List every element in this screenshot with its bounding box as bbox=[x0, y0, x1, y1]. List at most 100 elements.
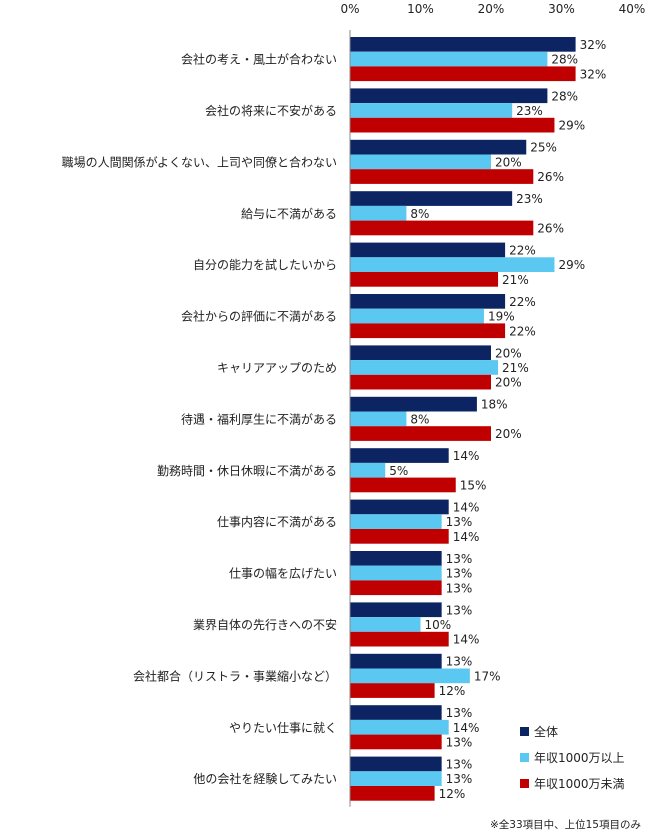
data-label: 13% bbox=[446, 515, 473, 529]
category-label: 勤務時間・休日休暇に不満がある bbox=[157, 463, 337, 478]
bar bbox=[350, 499, 449, 515]
data-label: 21% bbox=[502, 361, 529, 375]
data-label: 19% bbox=[488, 310, 515, 324]
category-label: 他の会社を経験してみたい bbox=[193, 771, 337, 786]
bar bbox=[350, 139, 527, 155]
x-tick-label: 10% bbox=[407, 2, 434, 16]
data-label: 10% bbox=[425, 618, 452, 632]
bar bbox=[350, 756, 442, 772]
bar bbox=[350, 653, 442, 669]
data-label: 12% bbox=[439, 787, 466, 801]
category-label: 待遇・福利厚生に不満がある bbox=[181, 411, 337, 426]
x-tick-label: 20% bbox=[478, 2, 505, 16]
data-label: 13% bbox=[446, 757, 473, 771]
data-label: 5% bbox=[389, 464, 408, 478]
data-label: 29% bbox=[558, 119, 585, 133]
data-label: 14% bbox=[453, 530, 480, 544]
data-label: 8% bbox=[410, 412, 429, 426]
bar bbox=[350, 668, 470, 684]
data-label: 20% bbox=[495, 427, 522, 441]
bar bbox=[350, 580, 442, 596]
data-label: 23% bbox=[516, 192, 543, 206]
bar bbox=[350, 169, 534, 184]
bar bbox=[350, 205, 407, 221]
data-label: 20% bbox=[495, 376, 522, 390]
bar bbox=[350, 771, 442, 786]
bar bbox=[350, 88, 548, 104]
data-label: 12% bbox=[439, 684, 466, 698]
data-label: 8% bbox=[410, 207, 429, 221]
data-label: 22% bbox=[509, 295, 536, 309]
bar bbox=[350, 617, 421, 632]
bar bbox=[350, 345, 491, 361]
data-label: 13% bbox=[446, 552, 473, 566]
data-label: 17% bbox=[474, 669, 501, 683]
data-label: 21% bbox=[502, 273, 529, 287]
category-label: 仕事の幅を広げたい bbox=[229, 566, 337, 581]
bar bbox=[350, 462, 386, 478]
category-label: 会社都合（リストラ・事業縮小など） bbox=[133, 668, 337, 683]
category-label: キャリアアップのため bbox=[217, 361, 337, 375]
bar bbox=[350, 257, 555, 272]
footnote: ※全33項目中、上位15項目のみ bbox=[489, 819, 641, 831]
bar bbox=[350, 220, 534, 236]
data-label: 20% bbox=[495, 155, 522, 169]
data-label: 14% bbox=[453, 449, 480, 463]
legend-swatch bbox=[520, 753, 529, 762]
data-label: 23% bbox=[516, 104, 543, 118]
bar bbox=[350, 734, 442, 750]
category-label: 仕事内容に不満がある bbox=[217, 514, 337, 529]
bar bbox=[350, 51, 548, 67]
bar bbox=[350, 117, 555, 133]
bar bbox=[350, 786, 435, 801]
bar bbox=[350, 323, 506, 339]
bar bbox=[350, 602, 442, 618]
bar bbox=[350, 294, 506, 309]
data-label: 32% bbox=[580, 38, 607, 52]
data-label: 28% bbox=[551, 89, 578, 103]
data-label: 14% bbox=[453, 633, 480, 647]
bar bbox=[350, 705, 442, 720]
bar bbox=[350, 448, 449, 463]
x-tick-label: 40% bbox=[619, 2, 646, 16]
bar bbox=[350, 191, 513, 206]
data-label: 22% bbox=[509, 243, 536, 257]
data-label: 15% bbox=[460, 478, 487, 492]
x-tick-label: 0% bbox=[340, 2, 359, 16]
bar bbox=[350, 411, 407, 427]
data-label: 13% bbox=[446, 603, 473, 617]
bar bbox=[350, 37, 576, 52]
data-label: 29% bbox=[558, 258, 585, 272]
legend-swatch bbox=[520, 779, 529, 788]
legend-label: 年収1000万未満 bbox=[534, 777, 625, 791]
bar bbox=[350, 154, 491, 170]
bar bbox=[350, 477, 456, 493]
x-tick-label: 30% bbox=[548, 2, 575, 16]
bar bbox=[350, 514, 442, 529]
data-label: 13% bbox=[446, 567, 473, 581]
bar bbox=[350, 374, 491, 390]
bar bbox=[350, 529, 449, 544]
bar bbox=[350, 551, 442, 566]
category-label: やりたい仕事に就く bbox=[229, 721, 337, 735]
legend-swatch bbox=[520, 727, 529, 736]
category-label: 会社の将来に不安がある bbox=[205, 103, 337, 118]
data-label: 13% bbox=[446, 655, 473, 669]
data-label: 26% bbox=[537, 221, 564, 235]
legend-label: 年収1000万以上 bbox=[534, 751, 625, 765]
data-label: 13% bbox=[446, 706, 473, 720]
bar bbox=[350, 426, 491, 441]
data-label: 26% bbox=[537, 170, 564, 184]
category-label: 自分の能力を試したいから bbox=[193, 257, 337, 272]
bar bbox=[350, 719, 449, 735]
bar bbox=[350, 103, 513, 118]
category-label: 会社からの評価に不満がある bbox=[181, 309, 337, 324]
data-label: 22% bbox=[509, 324, 536, 338]
category-label: 給与に不満がある bbox=[241, 206, 337, 221]
bar bbox=[350, 565, 442, 581]
category-label: 会社の考え・風土が合わない bbox=[181, 52, 337, 67]
data-label: 32% bbox=[580, 67, 607, 81]
bar bbox=[350, 683, 435, 698]
legend-label: 全体 bbox=[534, 724, 558, 739]
